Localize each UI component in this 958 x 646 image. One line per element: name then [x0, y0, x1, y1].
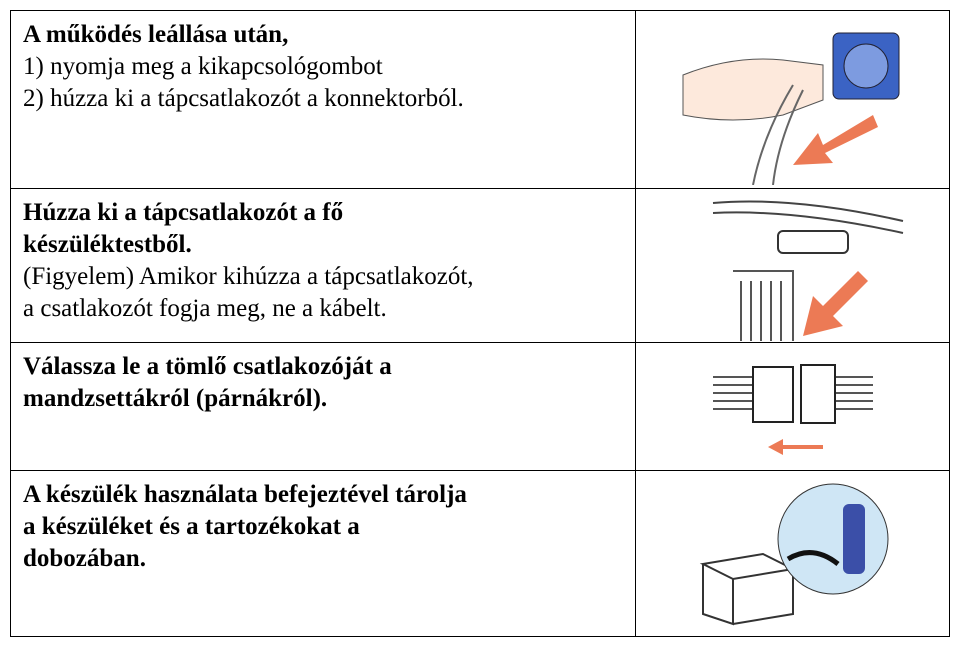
bold-line: Húzza ki a tápcsatlakozót a fő: [23, 199, 344, 226]
ribbon: [732, 269, 794, 341]
port: [776, 229, 849, 254]
image-cell: [635, 342, 950, 471]
instruction-table: A működés leállása után, 1) nyomja meg a…: [10, 10, 950, 637]
cable: [751, 83, 804, 185]
bold-line: dobozában.: [23, 545, 146, 572]
socket-face: [843, 43, 888, 88]
image-cell: [635, 10, 950, 189]
cuff: [842, 503, 865, 574]
image-cell: [635, 188, 950, 343]
arrow: [767, 438, 823, 455]
row: A működés leállása után, 1) nyomja meg a…: [10, 10, 950, 189]
text-line: 1) nyomja meg a kikapcsológombot: [23, 53, 383, 80]
device-edge: [712, 199, 903, 234]
hose: [786, 549, 840, 566]
connector-left: [751, 365, 794, 423]
storage-illustration: [699, 483, 888, 625]
arrow: [802, 270, 868, 336]
bubble: [777, 483, 888, 594]
hose-illustration: [712, 363, 873, 455]
text-line: a csatlakozót fogja meg, ne a kábelt.: [23, 295, 387, 322]
text-cell: A készülék használata befejeztével tárol…: [10, 470, 636, 637]
hand: [682, 58, 823, 120]
bold-line: mandzsettákról (párnákról).: [23, 385, 328, 412]
connector-right: [799, 363, 836, 424]
bold-line: a készüléket és a tartozékokat a: [23, 513, 360, 540]
text-cell: A működés leállása után, 1) nyomja meg a…: [10, 10, 636, 189]
text-cell: Válassza le a tömlő csatlakozóját a mand…: [10, 342, 636, 471]
unplug-illustration: [682, 32, 899, 185]
text-cell: Húzza ki a tápcsatlakozót a fő készülékt…: [10, 188, 636, 343]
image-cell: [635, 470, 950, 637]
bold-line: Válassza le a tömlő csatlakozóját a: [23, 353, 392, 380]
row: Húzza ki a tápcsatlakozót a fő készülékt…: [10, 188, 950, 343]
text-line: (Figyelem) Amikor kihúzza a tápcsatlakoz…: [23, 263, 474, 290]
bold-line: A készülék használata befejeztével tárol…: [23, 481, 467, 508]
arrow: [792, 114, 878, 165]
bold-line: A működés leállása után,: [23, 21, 289, 48]
text-line: 2) húzza ki a tápcsatlakozót a konnektor…: [23, 85, 464, 112]
connector-illustration: [712, 199, 903, 341]
bold-line: készüléktestből.: [23, 231, 192, 258]
row: A készülék használata befejeztével tárol…: [10, 470, 950, 637]
row: Válassza le a tömlő csatlakozóját a mand…: [10, 342, 950, 471]
box: [699, 552, 796, 625]
